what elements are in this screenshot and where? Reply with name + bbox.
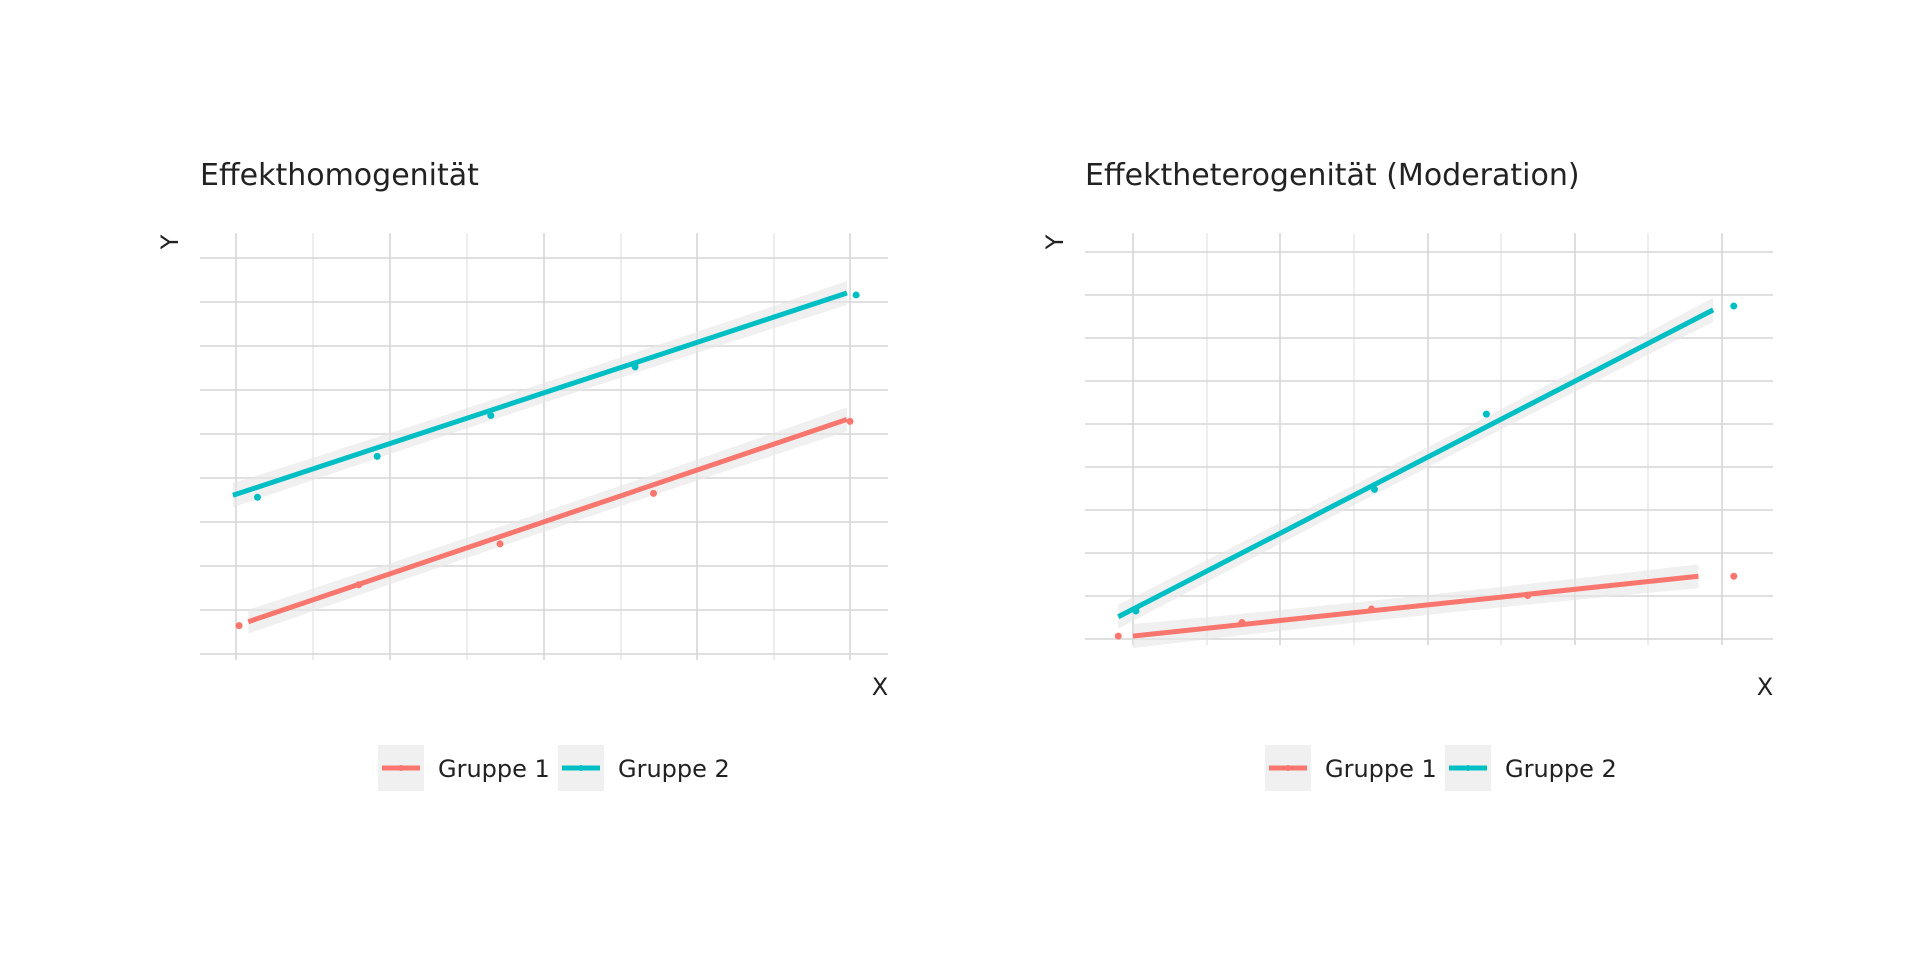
fit-lines: [232, 290, 848, 625]
panel-effekthomogenitaet: Effekthomogenität Y X Gruppe 1 Gruppe 2: [156, 158, 888, 791]
data-point: [852, 291, 860, 299]
data-point: [487, 412, 495, 420]
data-point: [355, 581, 363, 589]
data-point: [496, 540, 504, 548]
legend-label-gruppe-2: Gruppe 2: [1505, 755, 1617, 783]
legend: Gruppe 1 Gruppe 2: [1265, 745, 1617, 791]
data-point: [373, 452, 381, 460]
data-point: [1524, 592, 1532, 600]
panel-effektheterogenitaet: Effektheterogenität (Moderation) Y X Gru…: [1041, 158, 1773, 791]
data-points: [1114, 302, 1738, 640]
legend-key-point: [398, 765, 404, 771]
data-point: [650, 489, 658, 497]
data-point: [1730, 572, 1738, 580]
data-point: [846, 417, 854, 425]
chart-title: Effekthomogenität: [200, 158, 479, 193]
data-point: [631, 363, 639, 371]
data-point: [1238, 619, 1246, 627]
legend: Gruppe 1 Gruppe 2: [378, 745, 730, 791]
data-point: [1730, 302, 1738, 310]
legend-key-point: [1285, 765, 1291, 771]
confidence-bands: [232, 281, 847, 634]
fit-line: [1132, 573, 1699, 639]
data-point: [1114, 632, 1122, 640]
chart-title: Effektheterogenität (Moderation): [1085, 158, 1580, 193]
x-axis-label: X: [872, 673, 888, 701]
fit-line: [1117, 307, 1715, 619]
x-axis-label: X: [1757, 673, 1773, 701]
legend-label-gruppe-2: Gruppe 2: [618, 755, 730, 783]
data-point: [253, 493, 261, 501]
data-point: [235, 622, 243, 630]
fit-line: [232, 290, 848, 498]
y-axis-label: Y: [1041, 234, 1069, 250]
data-points: [235, 291, 860, 630]
legend-key-point: [578, 765, 584, 771]
fit-lines: [1117, 307, 1715, 639]
data-point: [1370, 485, 1378, 493]
data-point: [1132, 607, 1140, 615]
legend-label-gruppe-1: Gruppe 1: [438, 755, 550, 783]
fit-line: [247, 417, 848, 625]
data-point: [1368, 605, 1376, 613]
data-point: [1482, 410, 1490, 418]
legend-key-point: [1465, 765, 1471, 771]
y-axis-label: Y: [156, 234, 184, 250]
legend-label-gruppe-1: Gruppe 1: [1325, 755, 1437, 783]
